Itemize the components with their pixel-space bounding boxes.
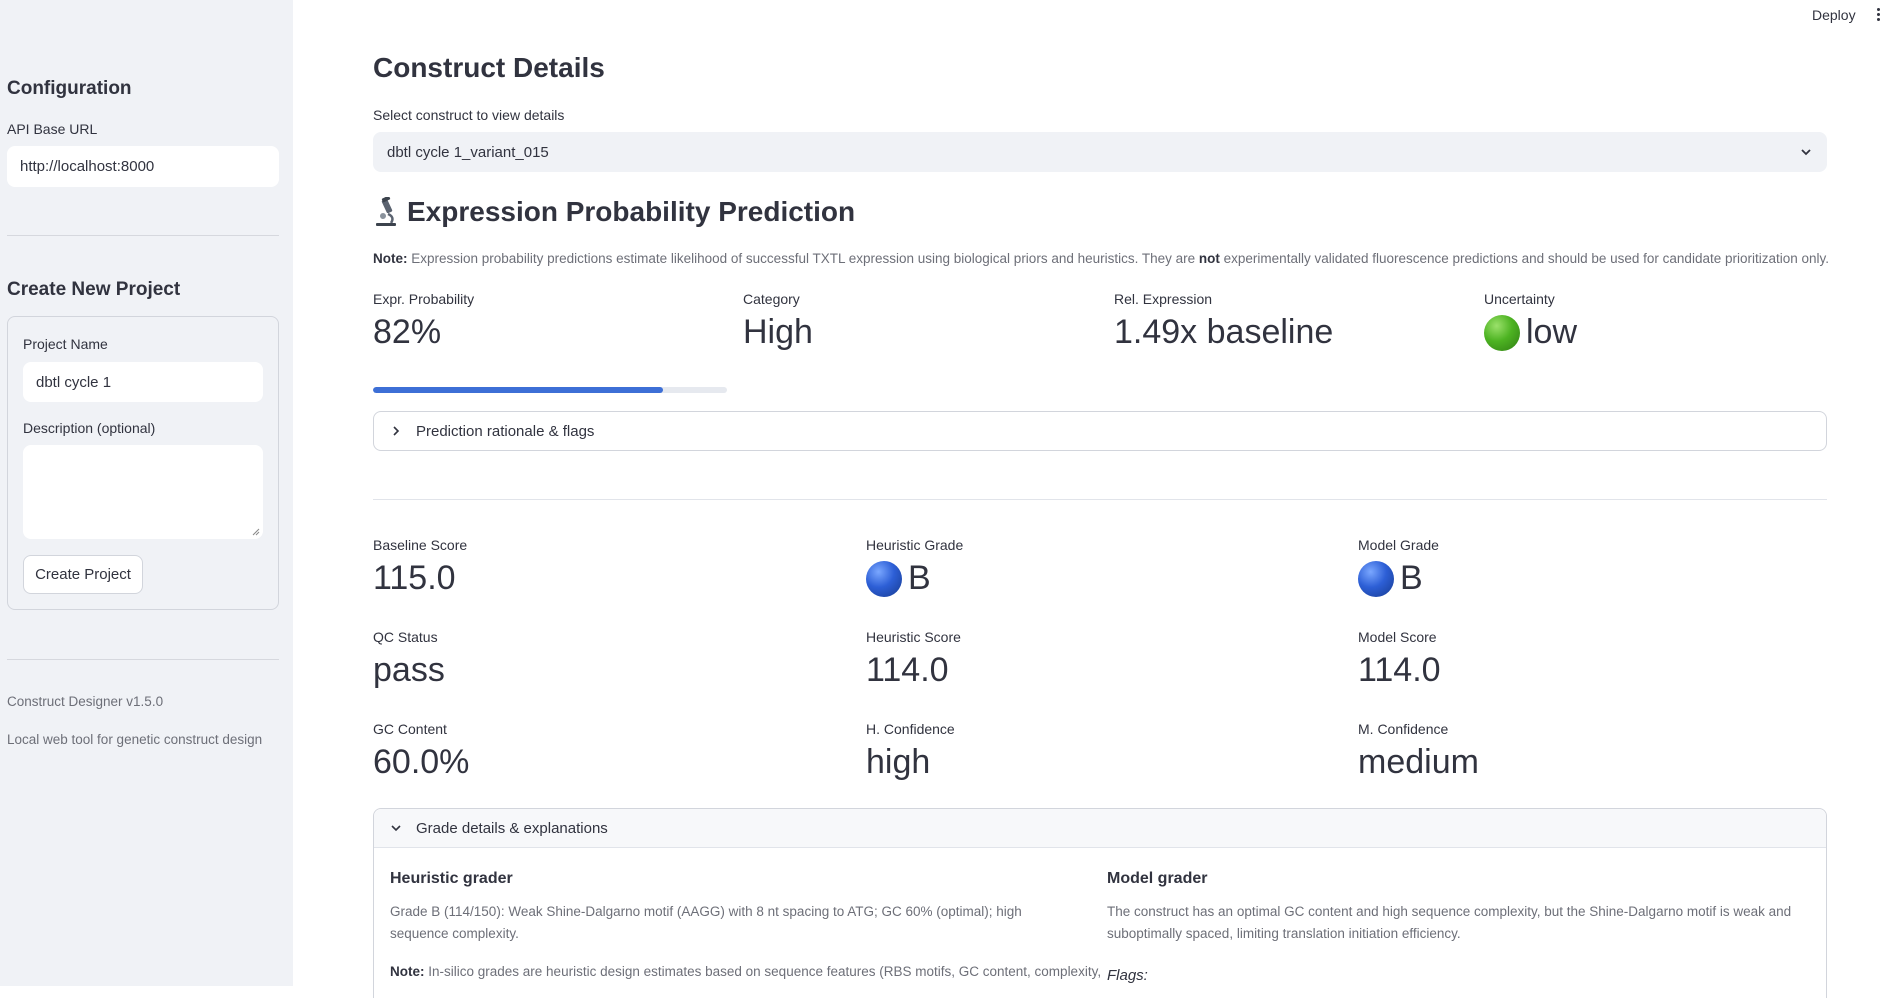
main-menu-icon[interactable] [1876,8,1882,24]
prediction-rationale-label: Prediction rationale & flags [416,422,595,440]
heuristic-grader-note: Note: In-silico grades are heuristic des… [390,961,1101,983]
construct-select-value: dbtl cycle 1_variant_015 [387,143,549,161]
resize-handle-icon[interactable] [252,528,260,536]
chevron-down-icon [391,825,401,832]
sidebar-divider [7,235,279,236]
sidebar: Configuration API Base URL http://localh… [0,0,293,986]
metric-label: M. Confidence [1358,721,1449,737]
metric-label: Heuristic Score [866,629,961,645]
prediction-note-not: not [1198,251,1220,266]
app-version: Construct Designer v1.5.0 [7,694,164,709]
description-textarea[interactable] [23,445,263,539]
heuristic-note-prefix: Note: [390,964,425,979]
metric-baseline-score: Baseline Score 115.0 [373,537,467,598]
metric-value: 1.49x baseline [1114,313,1334,351]
grade-details-label: Grade details & explanations [416,819,608,837]
project-name-input[interactable]: dbtl cycle 1 [23,362,263,402]
description-label: Description (optional) [23,420,156,436]
metric-label: Heuristic Grade [866,537,964,553]
configuration-heading: Configuration [7,78,132,99]
metric-model-grade: Model Grade B [1358,537,1439,598]
metric-label: Expr. Probability [373,291,475,307]
prediction-note-prefix: Note: [373,251,408,266]
prediction-title: Expression Probability Prediction [407,196,856,227]
metric-expr-probability: Expr. Probability 82% [373,291,474,352]
metric-uncertainty: Uncertainty low [1484,291,1577,352]
metric-category: Category High [743,291,813,352]
create-project-button[interactable]: Create Project [23,555,143,594]
metric-label: GC Content [373,721,447,737]
heuristic-grade-value: B [908,559,931,597]
blue-circle-icon [1358,560,1394,597]
metric-heuristic-grade: Heuristic Grade B [866,537,963,598]
metric-value: 114.0 [866,651,949,689]
metric-qc-status: QC Status pass [373,629,445,690]
metric-rel-expression: Rel. Expression 1.49x baseline [1114,291,1333,352]
uncertainty-value: low [1526,313,1578,351]
metric-value: medium [1358,743,1479,781]
create-project-heading: Create New Project [7,279,181,300]
microscope-icon [376,197,396,226]
metric-label: QC Status [373,629,438,645]
model-grader-text: The construct has an optimal GC content … [1107,904,1792,941]
chevron-down-icon [1801,149,1811,156]
api-url-input[interactable]: http://localhost:8000 [7,146,279,187]
metric-label: H. Confidence [866,721,955,737]
metric-value: B [1358,559,1439,598]
metric-gc-content: GC Content 60.0% [373,721,469,782]
metric-value: 115.0 [373,559,456,597]
model-grade-value: B [1400,559,1423,597]
metric-value: low [1484,313,1577,352]
metric-m-confidence: M. Confidence medium [1358,721,1479,782]
section-divider [373,499,1827,500]
grade-details-expander: Grade details & explanations Heuristic g… [373,808,1827,998]
api-url-label: API Base URL [7,121,98,137]
metric-model-score: Model Score 114.0 [1358,629,1441,690]
probability-progress-fill [373,387,664,393]
prediction-rationale-expander[interactable]: Prediction rationale & flags [373,411,1827,451]
page-title: Construct Details [373,52,605,83]
prediction-heading: Expression Probability Prediction [373,196,855,228]
expander-header[interactable]: Grade details & explanations [374,809,1826,848]
metric-label: Rel. Expression [1114,291,1213,307]
metric-value: high [866,743,931,781]
app-tagline: Local web tool for genetic construct des… [7,732,263,747]
flags-label: Flags: [1107,967,1148,984]
project-name-value: dbtl cycle 1 [36,373,112,391]
metric-value: 60.0% [373,743,470,781]
chevron-right-icon [393,426,400,436]
prediction-note-part2: experimentally validated fluorescence pr… [1219,251,1830,266]
metric-value: pass [373,651,445,689]
blue-circle-icon [866,560,902,597]
prediction-note: Note: Expression probability predictions… [373,251,1833,266]
heuristic-note-text: In-silico grades are heuristic design es… [424,964,1102,979]
construct-select-label: Select construct to view details [373,107,565,123]
metric-label: Model Score [1358,629,1437,645]
create-project-form: Project Name dbtl cycle 1 Description (o… [7,316,279,610]
deploy-button[interactable]: Deploy [1812,7,1856,23]
probability-progress-bar [373,387,727,393]
main-content: Construct Details Select construct to vi… [373,0,1829,998]
metric-h-confidence: H. Confidence high [866,721,955,782]
metric-value: B [866,559,963,598]
model-grader-title: Model grader [1107,870,1208,887]
expander-header[interactable]: Prediction rationale & flags [374,412,1826,450]
metric-label: Category [743,291,800,307]
metric-heuristic-score: Heuristic Score 114.0 [866,629,961,690]
heuristic-grader-title: Heuristic grader [390,870,513,887]
project-name-label: Project Name [23,336,108,352]
construct-select[interactable]: dbtl cycle 1_variant_015 [373,132,1827,172]
metric-label: Model Grade [1358,537,1439,553]
metric-value: 114.0 [1358,651,1441,689]
metric-label: Baseline Score [373,537,468,553]
heuristic-grader-text: Grade B (114/150): Weak Shine-Dalgarno m… [390,904,1022,941]
green-circle-icon [1484,314,1520,351]
sidebar-divider-bottom [7,659,279,660]
metric-value: High [743,313,813,351]
prediction-note-part1: Expression probability predictions estim… [407,251,1199,266]
metric-value: 82% [373,313,442,351]
metric-label: Uncertainty [1484,291,1555,307]
